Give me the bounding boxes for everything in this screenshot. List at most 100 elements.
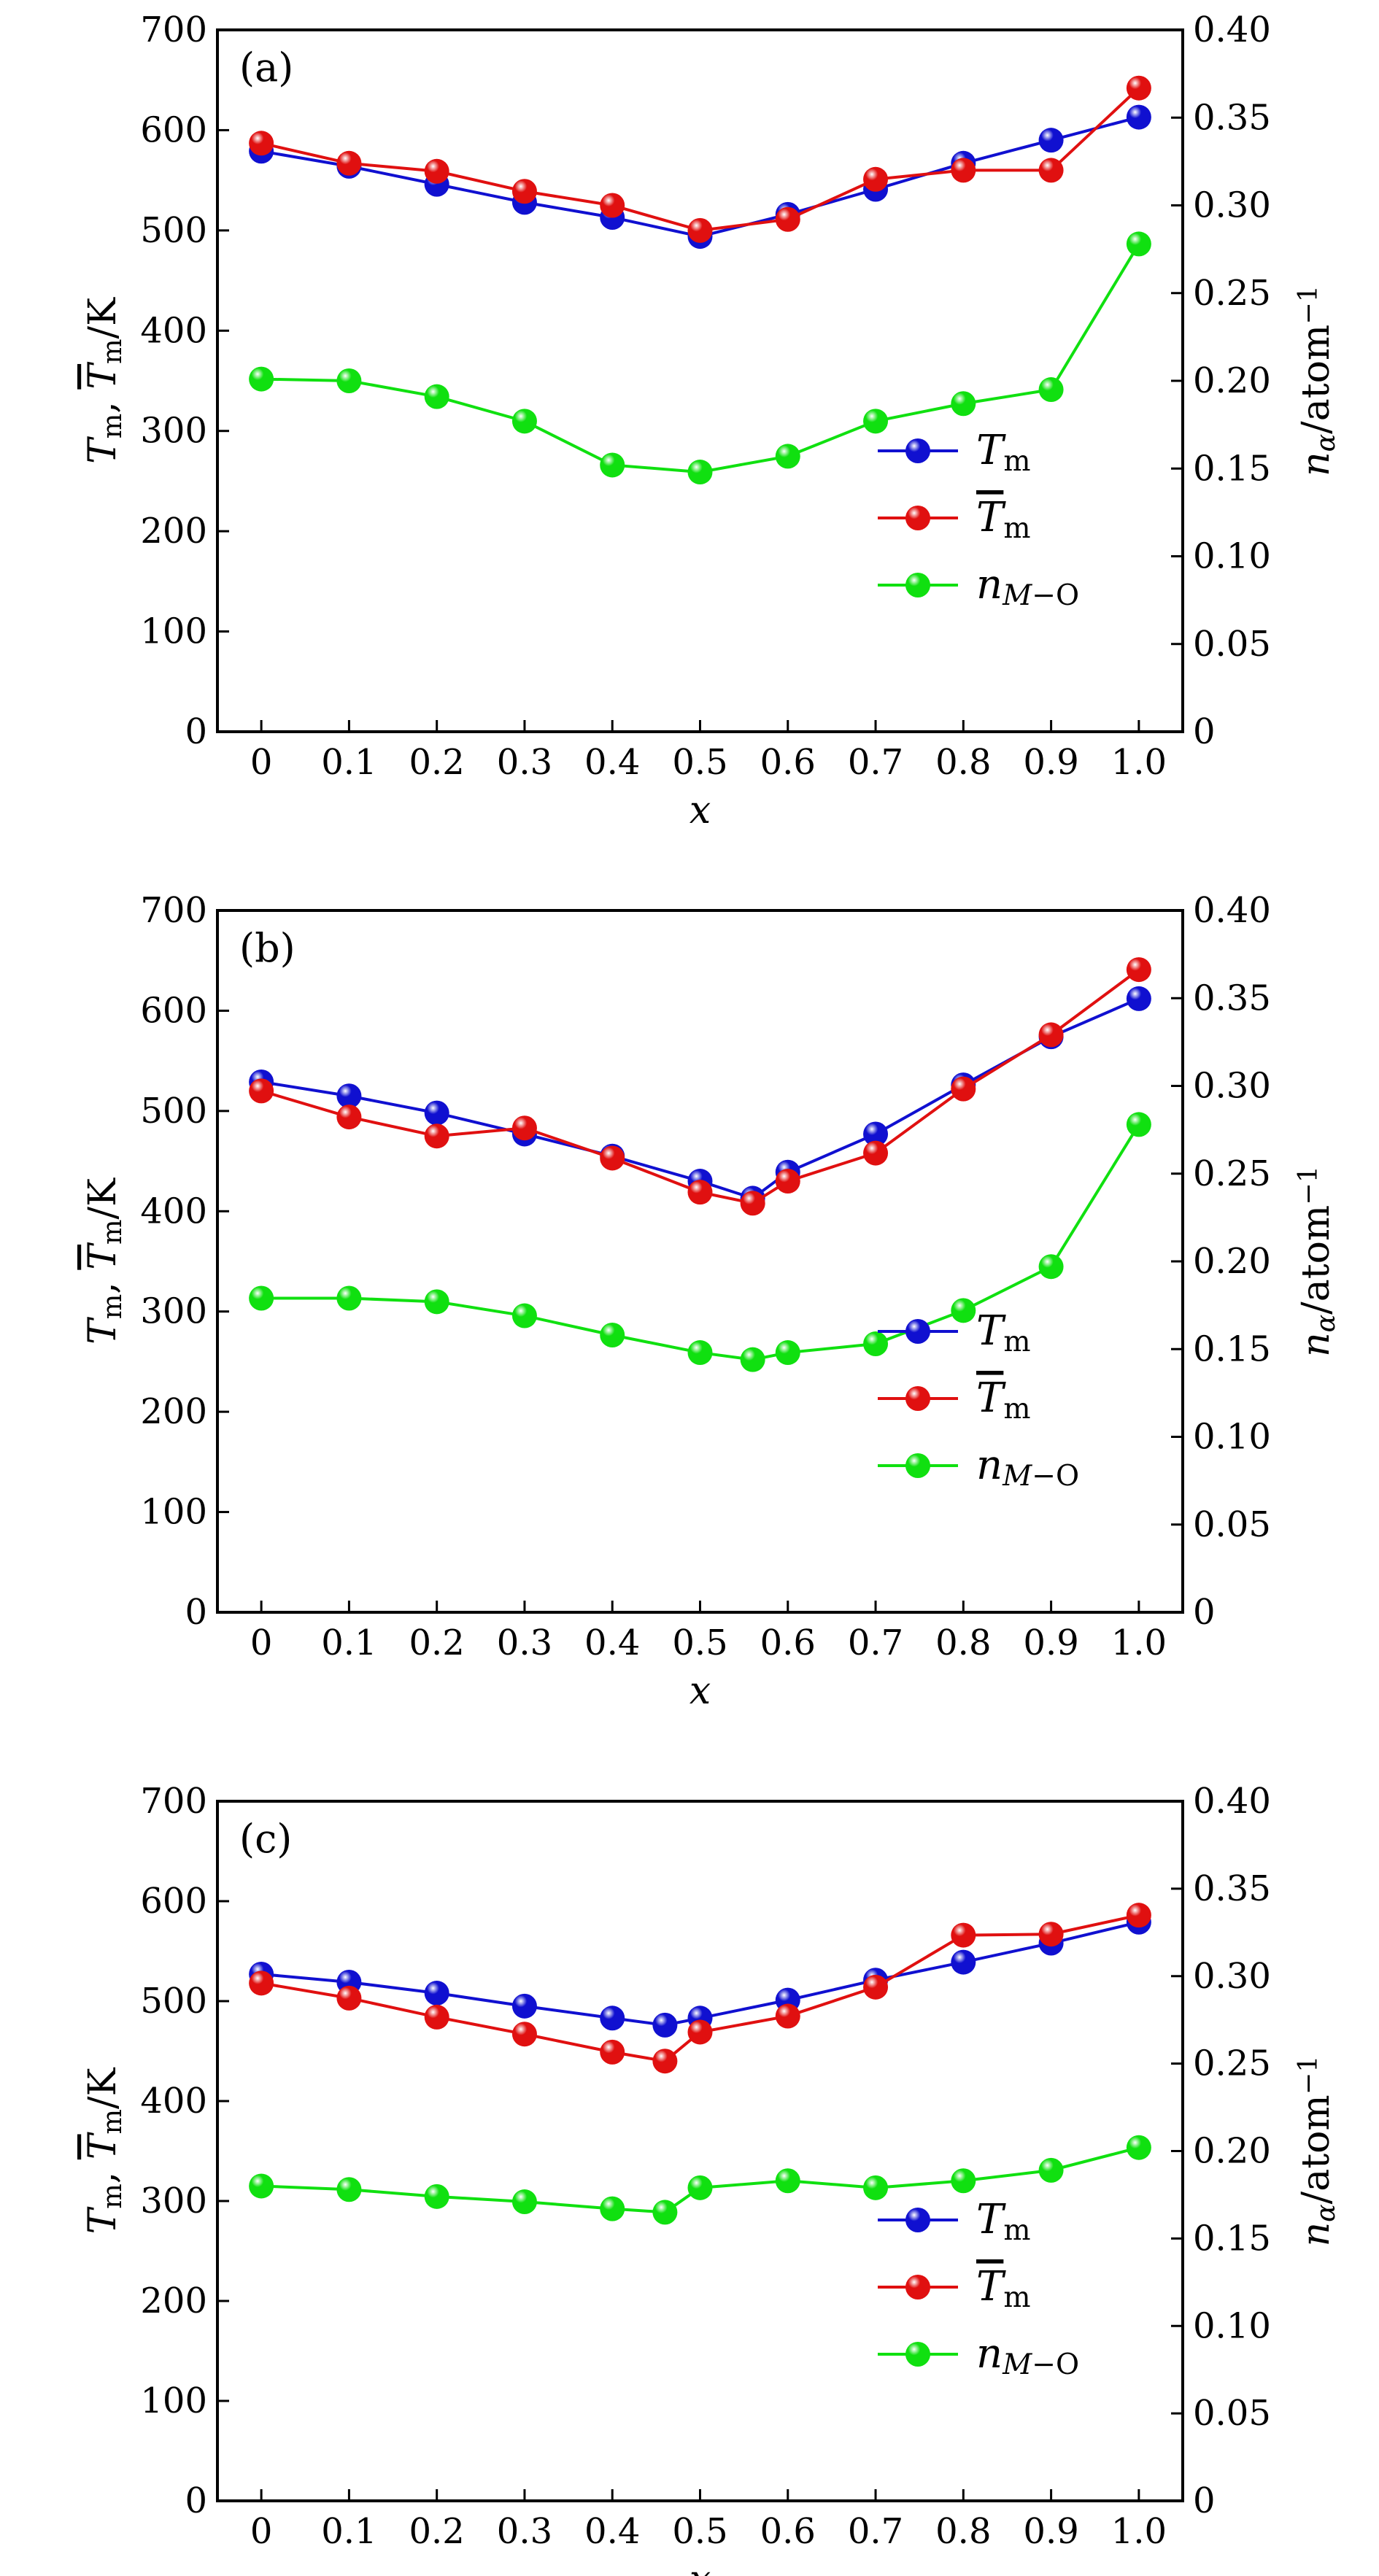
label-part: T xyxy=(81,436,125,464)
legend-label-Tm: Tm xyxy=(976,1307,1031,1358)
plot-frame xyxy=(216,909,1184,1614)
data-point-n_MO xyxy=(652,2200,678,2225)
data-point-Tm_bar xyxy=(951,158,976,183)
data-point-n_MO xyxy=(511,409,537,434)
y-left-tick-label: 300 xyxy=(140,411,207,452)
data-point-Tm_bar xyxy=(336,150,362,176)
label-part: m xyxy=(96,339,128,364)
y-left-tick-label: 400 xyxy=(140,1191,207,1231)
label-part: /atom xyxy=(1294,325,1338,434)
data-point-Tm_bar xyxy=(249,131,274,156)
data-point-n_MO xyxy=(863,1331,889,1357)
data-point-n_MO xyxy=(600,2196,625,2221)
data-point-Tm_bar xyxy=(1126,75,1151,101)
label-part: m xyxy=(1003,2214,1030,2247)
label-part: n xyxy=(976,2330,1003,2378)
x-tick-label: 0.1 xyxy=(321,2511,376,2552)
label-part: , xyxy=(81,2159,125,2184)
label-part: m xyxy=(96,414,128,439)
y-right-tick-label: 0.10 xyxy=(1193,1417,1271,1458)
data-point-Tm_bar xyxy=(863,166,889,192)
data-point-n_MO xyxy=(1126,231,1151,257)
data-point-n_MO xyxy=(511,1303,537,1328)
data-point-Tm_bar xyxy=(1038,1022,1064,1048)
x-tick-label: 1.0 xyxy=(1111,742,1167,783)
label-part: T xyxy=(81,1242,125,1270)
label-part: m xyxy=(1003,1326,1030,1358)
data-point-Tm_bar xyxy=(511,179,537,204)
x-tick-label: 0 xyxy=(250,2511,273,2552)
label-part: n xyxy=(976,561,1003,608)
y-right-tick-label: 0.20 xyxy=(1193,1241,1271,1282)
legend-marker-Tm_bar xyxy=(905,506,930,530)
y-left-tick-label: 100 xyxy=(140,1492,207,1533)
data-point-n_MO xyxy=(863,409,889,434)
label-part: T xyxy=(81,2206,125,2234)
data-point-Tm_bar xyxy=(511,1115,537,1141)
data-point-Tm_bar xyxy=(424,1123,449,1149)
panel-a: 0 0.1 0.2 0.3 0.4 0.5 0.6 0.7 0.8 0.9 1.0 0 100 200 30… xyxy=(81,9,1341,832)
y-right-tick-label: 0.25 xyxy=(1193,273,1271,314)
x-tick-label: 0.2 xyxy=(409,2511,465,2552)
y-right-tick-label: 0.25 xyxy=(1193,2043,1271,2084)
series-line-Tm xyxy=(260,1920,1140,2027)
label-part: m xyxy=(1003,445,1030,478)
label-part: n xyxy=(1294,2222,1338,2247)
data-point-Tm_bar xyxy=(775,1169,800,1194)
series-line-Tm_bar xyxy=(260,968,1140,1205)
data-point-Tm_bar xyxy=(600,193,625,218)
data-point-Tm_bar xyxy=(424,158,449,184)
x-tick-label: 0.3 xyxy=(497,742,552,783)
data-point-n_MO xyxy=(775,1340,800,1366)
series-line-n_MO xyxy=(261,1123,1140,1361)
data-point-n_MO xyxy=(775,2168,800,2194)
data-point-n_MO xyxy=(740,1347,765,1372)
y-right-tick-label: 0.15 xyxy=(1193,1328,1271,1369)
data-point-Tm_bar xyxy=(687,217,713,243)
y-left-tick-label: 100 xyxy=(140,611,207,652)
x-tick-label: 0.5 xyxy=(672,2511,727,2552)
data-point-Tm_bar xyxy=(775,206,800,232)
y-right-tick-label: 0.05 xyxy=(1193,2393,1271,2434)
x-tick-label: 0.1 xyxy=(321,742,376,783)
label-part: −1 xyxy=(1292,285,1324,325)
x-tick-label: 0.7 xyxy=(848,742,903,783)
y-left-tick-label: 0 xyxy=(185,1592,207,1633)
y-right-tick-label: 0 xyxy=(1193,1592,1216,1633)
series-line-n_MO xyxy=(261,2146,1140,2214)
label-part: m xyxy=(1003,2281,1030,2314)
x-tick-label: 0.6 xyxy=(760,2511,816,2552)
label-part: /K xyxy=(81,1177,125,1220)
plot-frame xyxy=(216,28,1184,733)
label-part: M xyxy=(1002,1460,1032,1493)
y-left-tick-label: 400 xyxy=(140,310,207,351)
data-point-Tm_bar xyxy=(687,2019,713,2045)
plot-frame xyxy=(216,1800,1184,2502)
y-left-tick-label: 600 xyxy=(140,1881,207,1922)
y-left-axis-label: Tm, Tm/K xyxy=(81,1177,128,1345)
label-part: α xyxy=(1310,434,1341,452)
y-right-tick-label: 0.05 xyxy=(1193,1504,1271,1545)
data-point-Tm_bar xyxy=(951,1922,976,1948)
y-left-tick-label: 700 xyxy=(140,9,207,50)
x-tick-label: 1.0 xyxy=(1111,1622,1167,1663)
data-point-Tm_bar xyxy=(424,2004,449,2030)
legend-marker-n_MO xyxy=(905,573,930,597)
y-left-tick-label: 600 xyxy=(140,990,207,1031)
label-part: T xyxy=(976,1307,1006,1355)
data-point-Tm_bar xyxy=(863,1140,889,1166)
legend-label-Tm: Tm xyxy=(976,427,1031,478)
label-part: /atom xyxy=(1294,1205,1338,1315)
label-part: −O xyxy=(1032,1460,1079,1493)
label-part: T xyxy=(976,1374,1006,1422)
y-right-tick-label: 0 xyxy=(1193,711,1216,752)
y-left-tick-label: 0 xyxy=(185,2480,207,2521)
label-part: −1 xyxy=(1292,2056,1324,2095)
x-tick-label: 1.0 xyxy=(1111,2511,1167,2552)
x-tick-label: 0.1 xyxy=(321,1622,376,1663)
label-part: m xyxy=(96,2109,128,2135)
